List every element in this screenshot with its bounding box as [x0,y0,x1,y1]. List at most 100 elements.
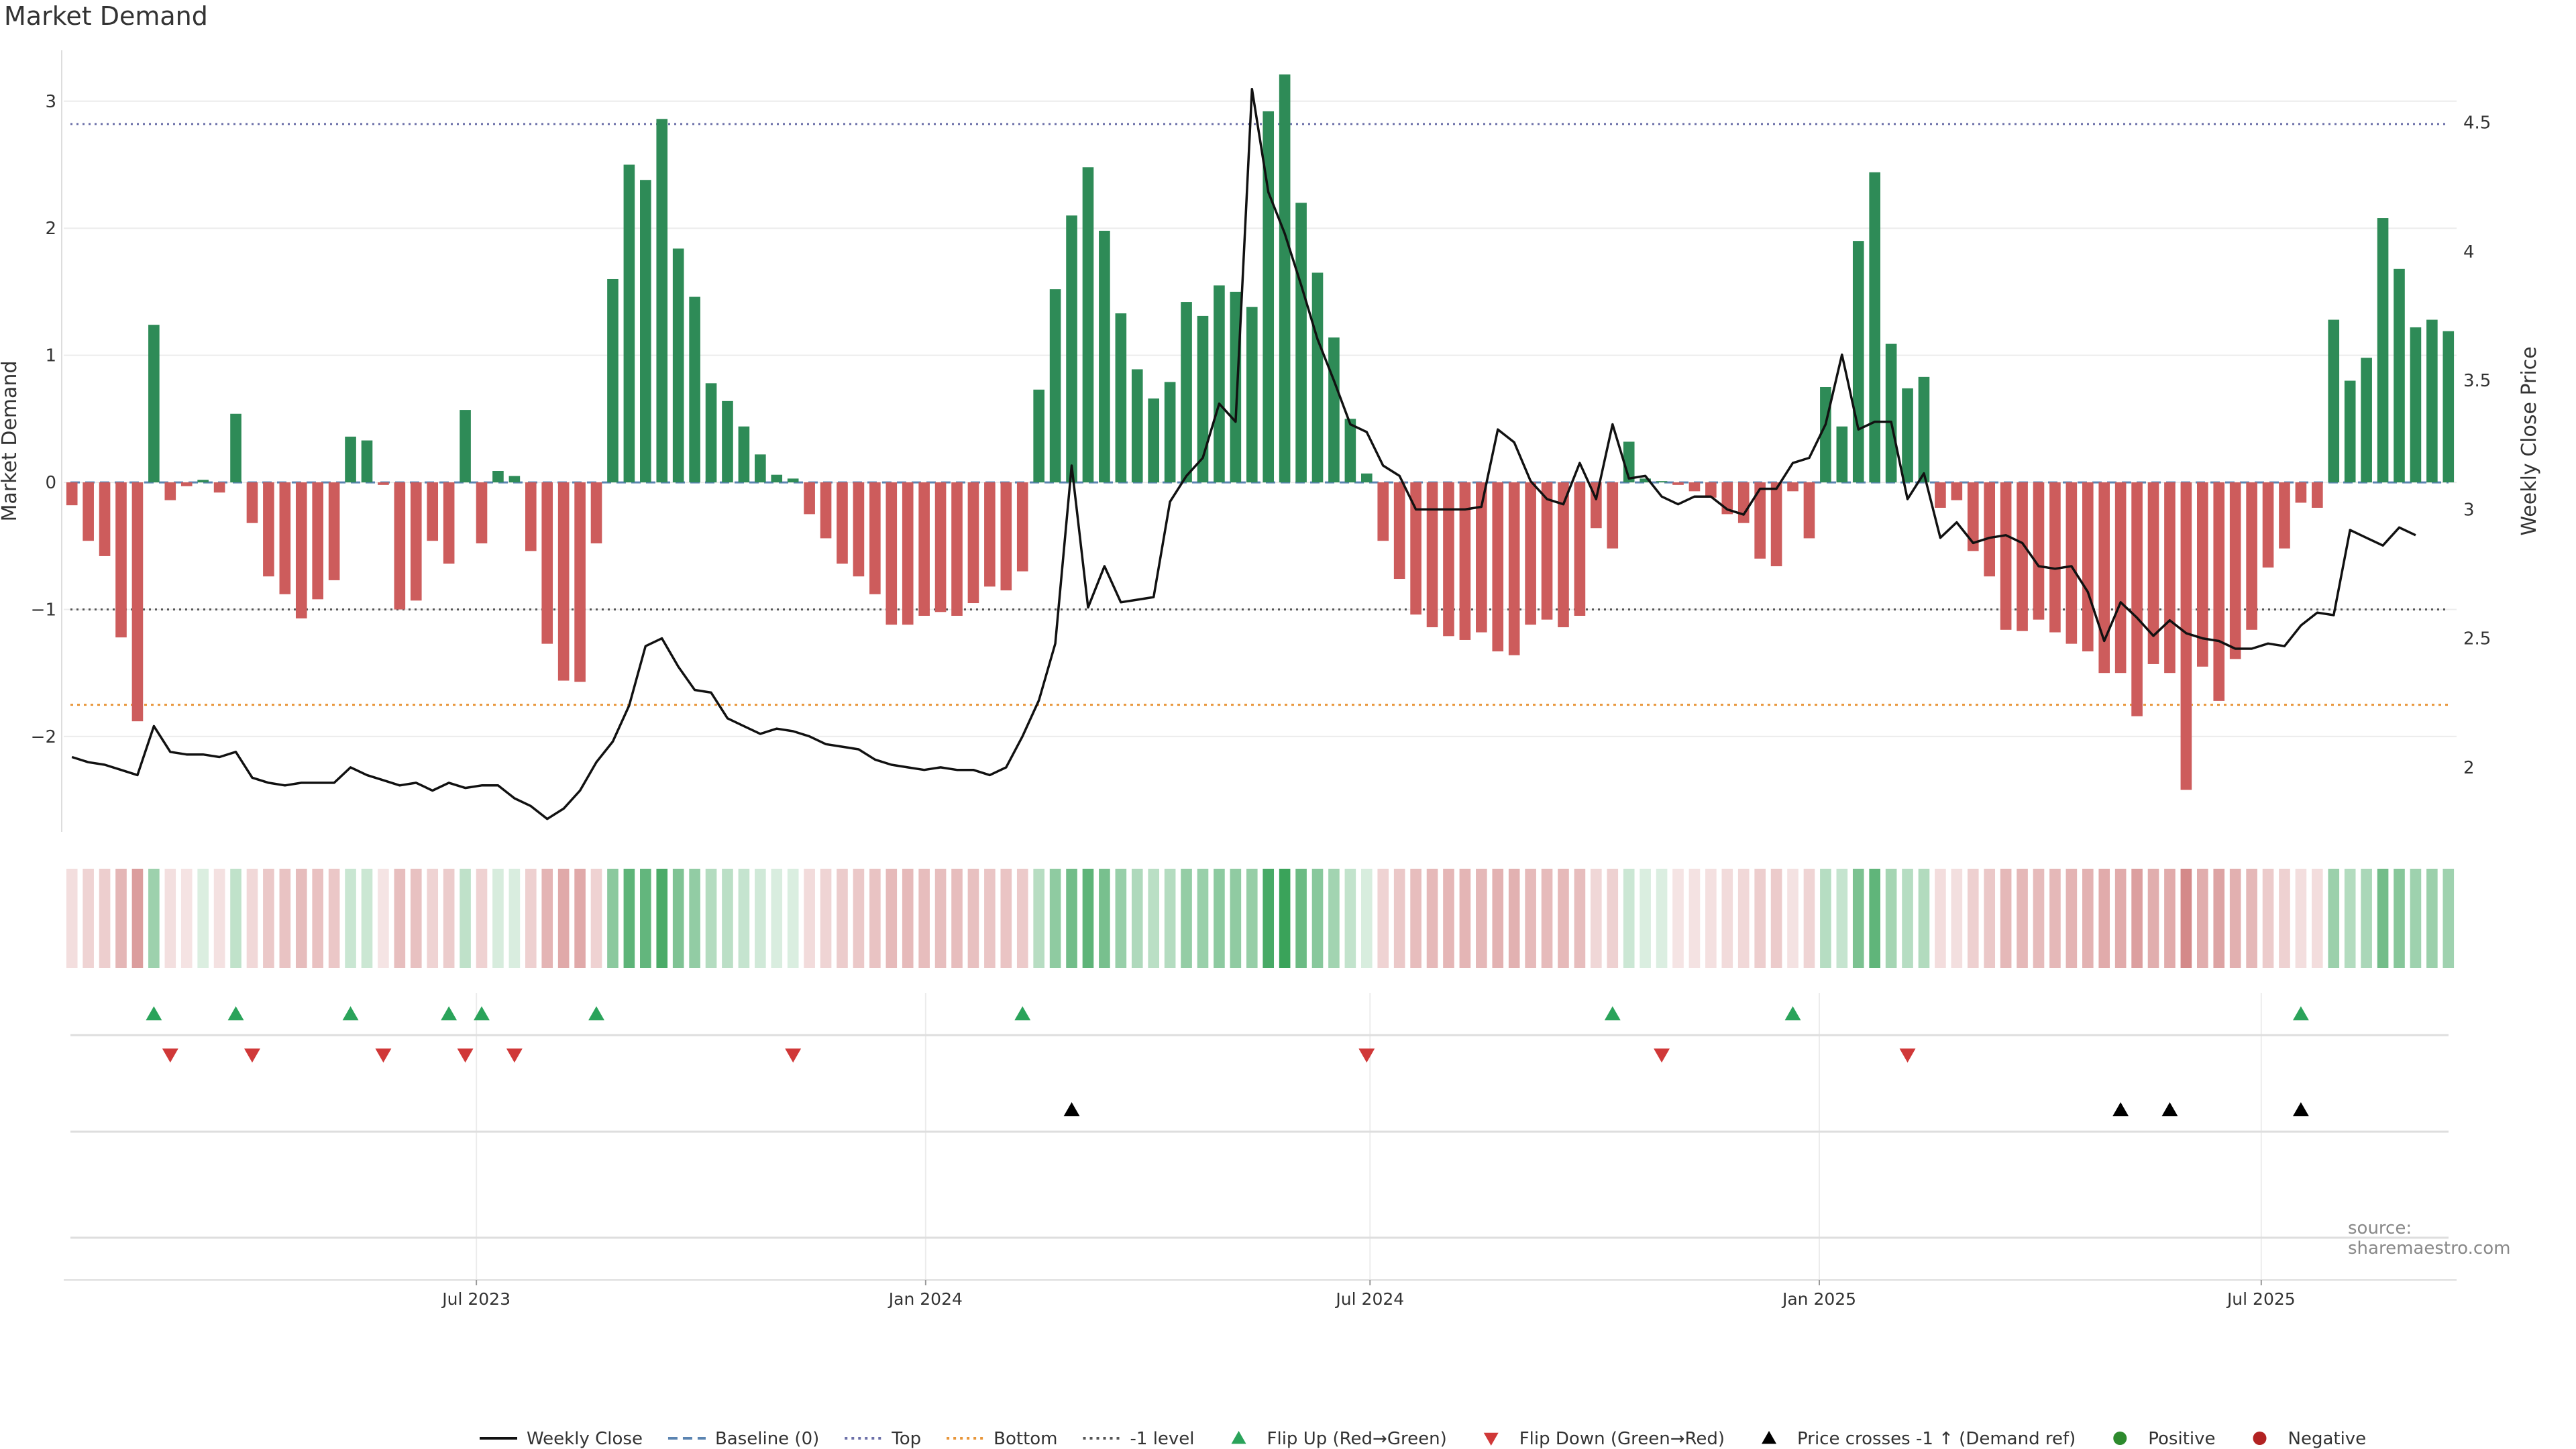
negative-demand-bar [328,482,340,580]
heat-cell [1393,869,1405,968]
positive-demand-bar [508,476,521,483]
positive-demand-bar [672,248,684,483]
flip-down-marker [785,1049,802,1063]
heat-cell [312,869,323,968]
negative-demand-bar [1525,482,1536,625]
negative-demand-bar [378,482,389,485]
negative-demand-bar [427,482,439,541]
heat-cell [820,869,832,968]
negative-demand-bar [263,482,274,577]
right-tick-label: 4 [2463,242,2475,262]
price-cross-markers [70,1102,2449,1239]
heat-cell [1476,869,1487,968]
positive-demand-bar [2344,380,2356,483]
heat-cell [2279,869,2290,968]
legend-label-weekly-close: Weekly Close [527,1429,643,1449]
positive-demand-bar [2410,327,2422,483]
negative-demand-bar [2147,482,2159,664]
heat-cell [722,869,733,968]
heat-cell [2082,869,2094,968]
heat-cell [164,869,176,968]
heat-cell [689,869,700,968]
legend-label-bottom: Bottom [994,1429,1057,1449]
positive-demand-bar [1360,473,1373,483]
positive-demand-bar [1066,215,1077,483]
negative-demand-bar [1459,482,1471,640]
negative-demand-bar [590,482,602,543]
heat-cell [2246,869,2257,968]
flip-up-marker [1014,1006,1031,1020]
left-tick-label: 3 [45,92,56,112]
heat-cell [623,869,635,968]
flip-down-marker [457,1049,474,1063]
left-tick-label: 2 [45,219,56,239]
heat-cell [1951,869,1963,968]
heat-cell [230,869,241,968]
positive-demand-bar [1328,337,1340,483]
heat-cell [1918,869,1930,968]
legend-marker [1762,1431,1777,1444]
right-axis-label: Weekly Close Price [2518,346,2541,535]
heat-cell [738,869,750,968]
negative-demand-bar [918,482,930,616]
heat-cell [574,869,586,968]
legend[interactable]: Weekly Close Baseline (0) Top Bottom -1 leve… [480,1429,2366,1449]
negative-demand-bar [1705,482,1717,498]
heat-cell [2312,869,2323,968]
negative-demand-bar [1951,482,1963,500]
flip-markers [70,1006,2449,1063]
price-cross-marker [1063,1102,1080,1116]
heat-cell [1525,869,1536,968]
right-tick-label: 3 [2463,500,2475,520]
heat-cell [410,869,422,968]
negative-demand-bar [1672,482,1684,485]
heat-cell [1148,869,1160,968]
negative-demand-bar [1492,482,1504,652]
negative-demand-bar [2131,482,2143,716]
heat-cell [1410,869,1421,968]
positive-demand-bar [148,325,160,483]
heat-cell [1459,869,1471,968]
negative-demand-bar [66,482,78,506]
positive-demand-bar [787,478,799,483]
heat-cell [345,869,356,968]
flip-down-marker [375,1049,392,1063]
negative-demand-bar [2114,482,2127,674]
heat-cell [1902,869,1913,968]
negative-demand-bar [394,482,406,610]
negative-demand-bar [1393,482,1405,580]
negative-demand-bar [2197,482,2208,667]
heat-cell [607,869,619,968]
heat-cell [1869,869,1880,968]
positive-demand-bar [345,436,356,483]
legend-label-negative: Negative [2288,1429,2367,1449]
negative-demand-bar [885,482,898,625]
positive-demand-bar [1049,289,1061,483]
heat-cell [2114,869,2127,968]
legend-swatch-price-cross [1762,1431,1777,1444]
positive-demand-bar [1131,369,1143,483]
heat-cell [246,869,258,968]
heat-cell [1181,869,1192,968]
heat-cell [2049,869,2061,968]
heat-cell [1852,869,1864,968]
heat-cell [1033,869,1044,968]
heat-cell [1344,869,1356,968]
heat-cell [1984,869,1996,968]
flip-up-marker [441,1006,458,1020]
weekly-close-price-line [71,87,2416,820]
heat-cell [2229,869,2241,968]
heat-cell [1508,869,1520,968]
negative-demand-bar [557,482,570,681]
heat-cell [1607,869,1619,968]
positive-demand-bar [2361,358,2372,483]
negative-demand-bar [295,482,307,619]
negative-demand-bar [967,482,979,604]
positive-demand-bar [607,278,619,483]
legend-swatch-negative [2253,1432,2267,1445]
positive-demand-bar [1181,302,1192,483]
heat-cell [2394,869,2405,968]
legend-label-minus-one: -1 level [1130,1429,1195,1449]
heat-cell [115,869,127,968]
negative-demand-bar [2082,482,2094,652]
